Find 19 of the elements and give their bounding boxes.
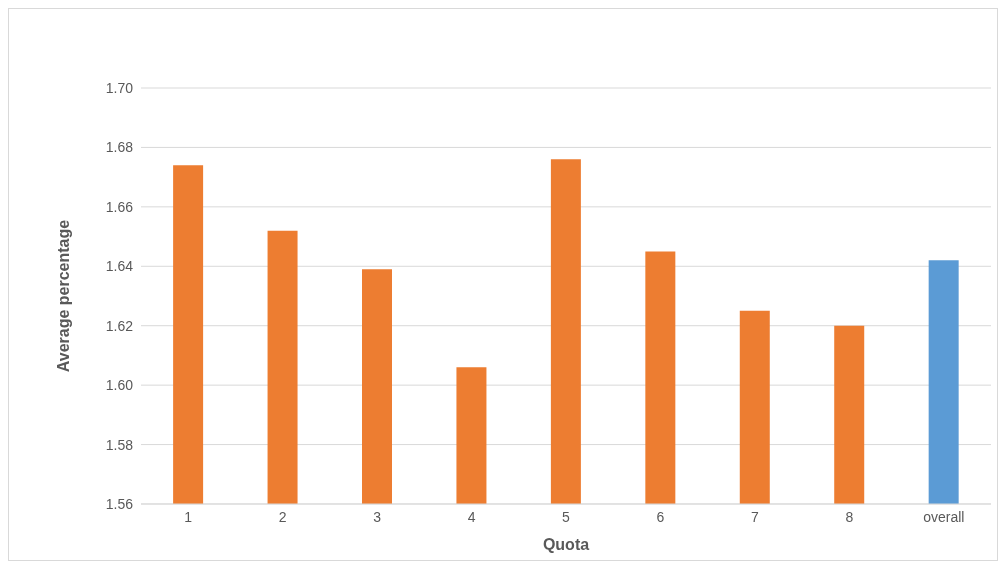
x-tick-label: 1 xyxy=(184,508,193,525)
x-tick-label: 5 xyxy=(562,508,571,525)
x-tick-label: 8 xyxy=(845,508,854,525)
x-tick-label: 6 xyxy=(656,508,665,525)
y-axis-title: Average percentage xyxy=(54,219,72,373)
y-tick-label: 1.70 xyxy=(105,79,134,96)
y-tick-label: 1.62 xyxy=(105,317,134,334)
y-tick-label: 1.66 xyxy=(105,198,134,215)
y-tick-label: 1.60 xyxy=(105,377,134,394)
y-tick-label: 1.56 xyxy=(105,495,134,512)
x-tick-label: overall xyxy=(923,508,965,525)
y-tick-label: 1.68 xyxy=(105,139,134,156)
x-tick-label: 3 xyxy=(373,508,382,525)
y-tick-label: 1.64 xyxy=(105,258,134,275)
x-tick-label: 7 xyxy=(750,508,759,525)
x-tick-label: 4 xyxy=(467,508,476,525)
x-axis-title: Quota xyxy=(542,536,590,553)
y-tick-label: 1.58 xyxy=(105,436,134,453)
x-tick-label: 2 xyxy=(278,508,287,525)
